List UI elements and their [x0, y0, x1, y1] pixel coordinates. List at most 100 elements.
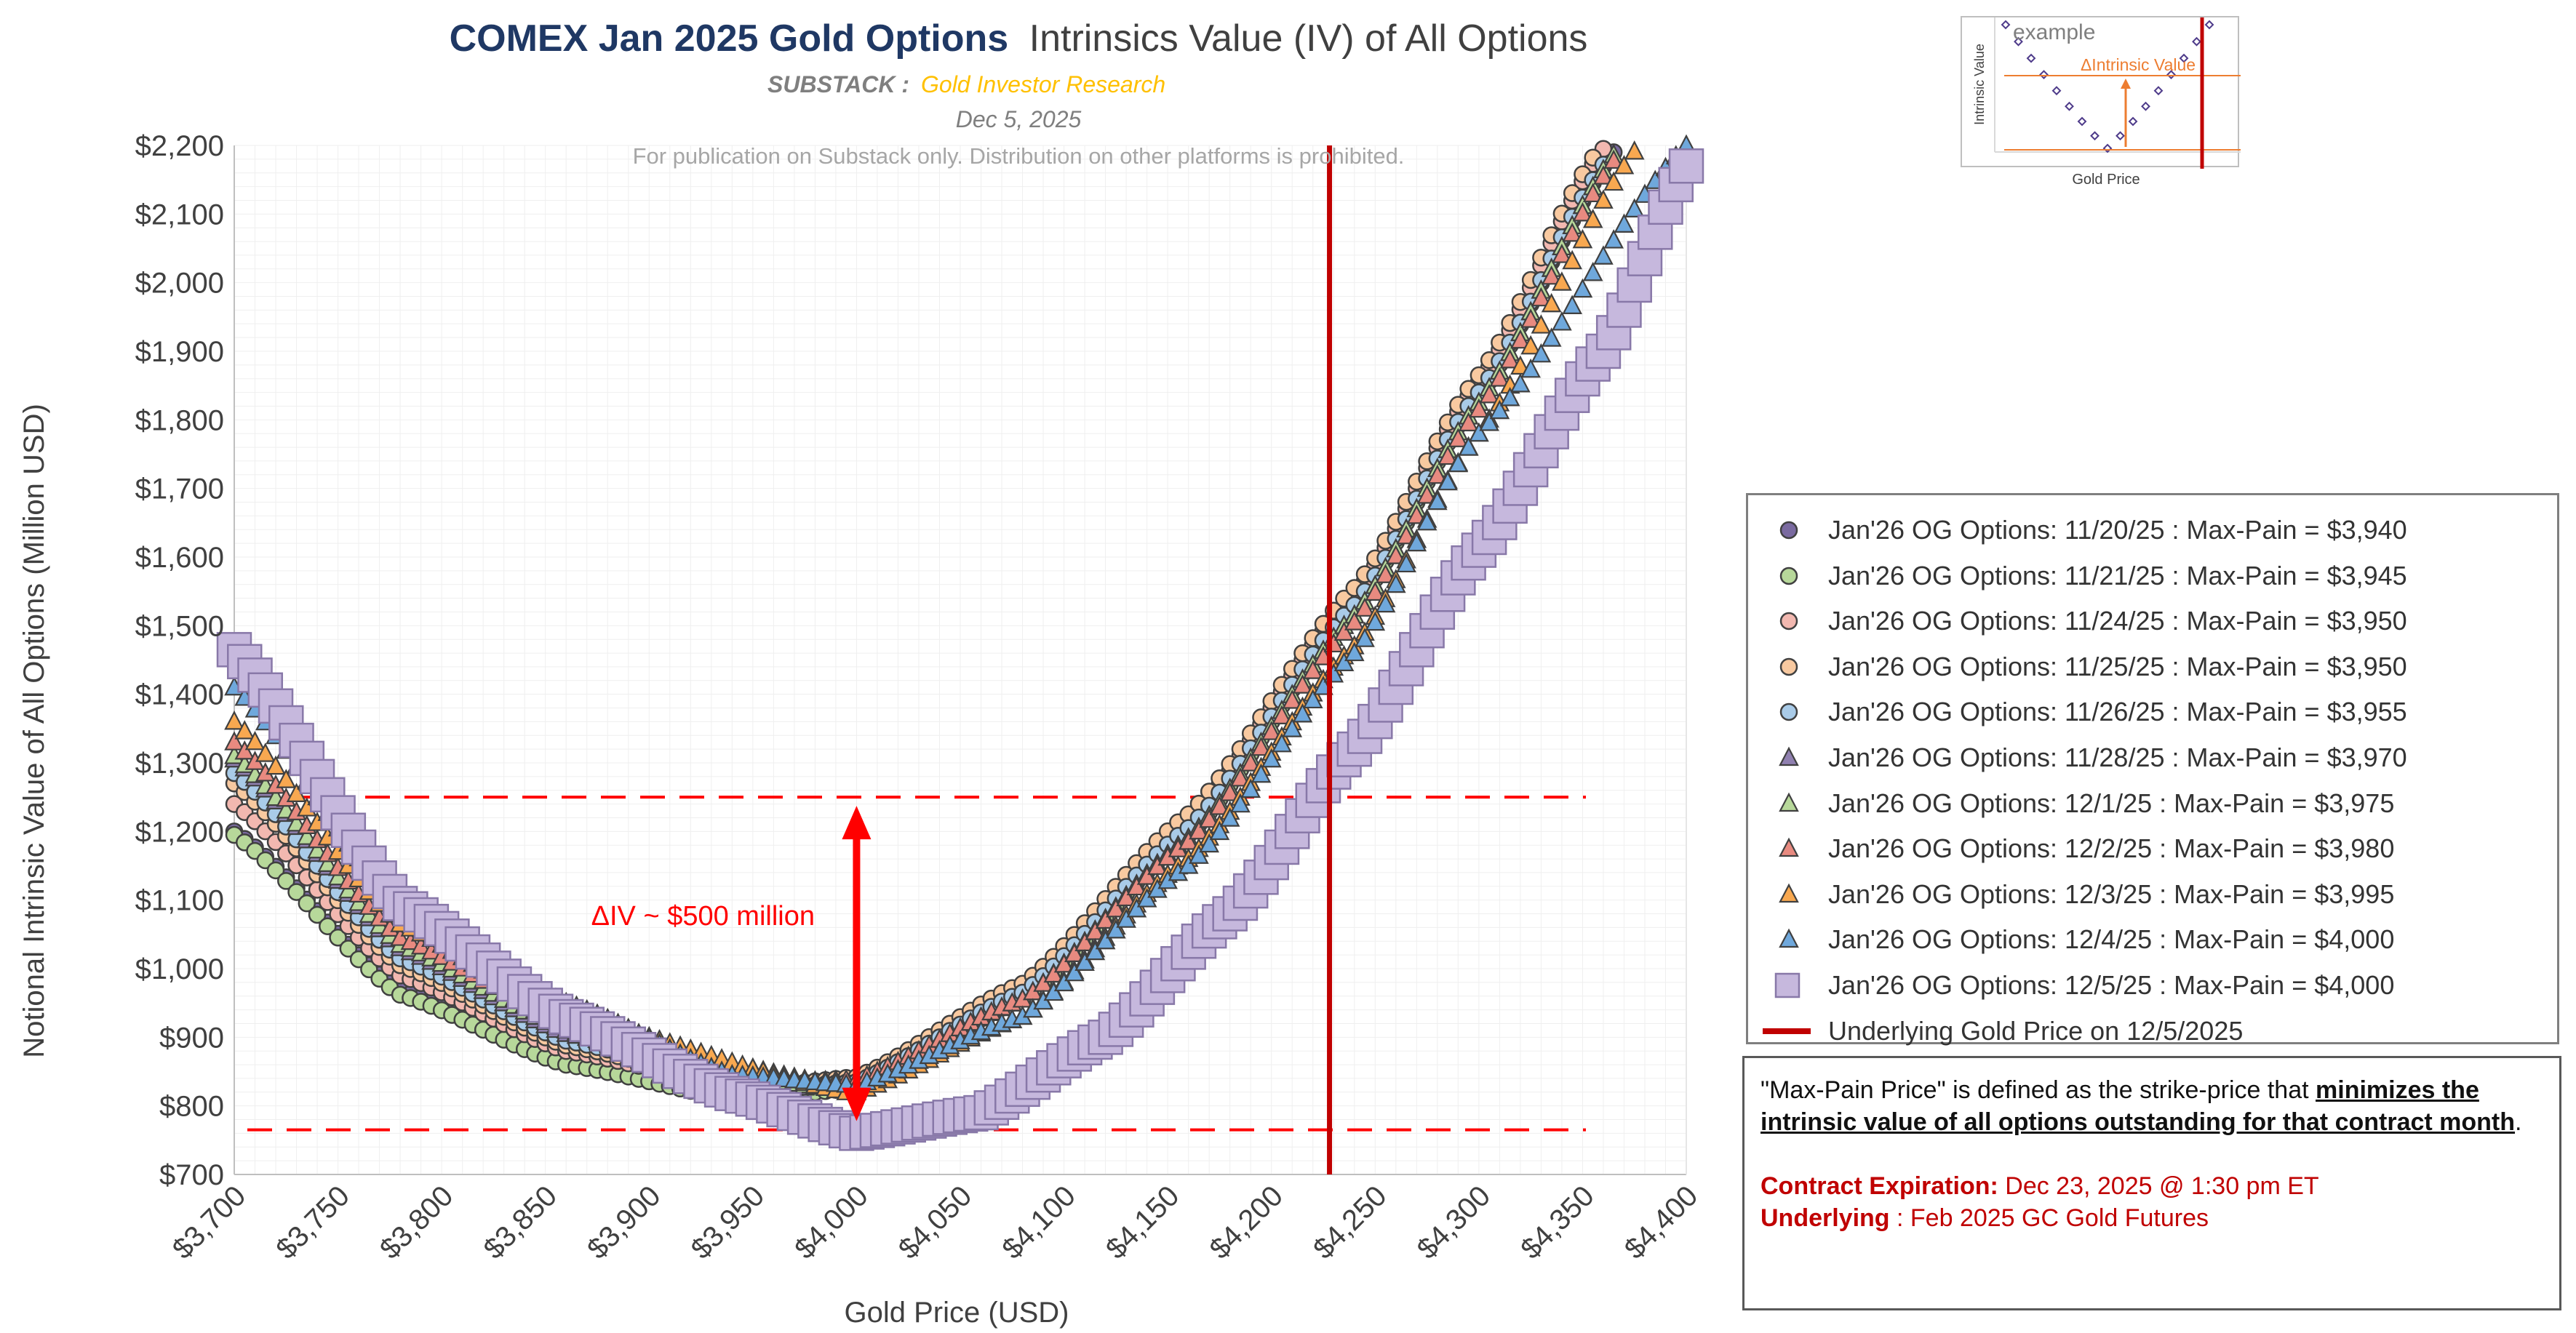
data-point [1219, 807, 1240, 827]
data-point [1219, 782, 1240, 801]
legend-marker [1779, 792, 1799, 812]
data-point [1261, 721, 1282, 740]
y-tick-label: $900 [159, 1022, 224, 1054]
delta-iv-label: ΔIV ~ $500 million [591, 901, 815, 932]
delta-arrow-head-down [842, 1087, 872, 1121]
data-point [1458, 412, 1479, 432]
data-point [1582, 261, 1603, 281]
y-tick-label: $2,100 [135, 199, 224, 231]
legend-marker [1779, 612, 1798, 631]
data-point [1199, 833, 1219, 853]
y-tick-label: $800 [159, 1091, 224, 1123]
data-point [1479, 412, 1499, 431]
legend-label: Jan'26 OG Options: 11/24/25 : Max-Pain =… [1828, 606, 2407, 636]
data-point [1668, 148, 1704, 184]
legend-label: Jan'26 OG Options: 12/4/25 : Max-Pain = … [1828, 924, 2395, 955]
inset-delta-label: ΔIntrinsic Value [2081, 55, 2196, 74]
legend-label: Jan'26 OG Options: 12/1/25 : Max-Pain = … [1828, 788, 2395, 818]
data-point [1603, 229, 1624, 249]
data-point [1427, 464, 1448, 484]
legend-item: Underlying Gold Price on 12/5/2025 [1763, 1009, 2243, 1053]
data-point [1520, 335, 1541, 355]
legend-marker [1779, 746, 1799, 766]
y-axis-title: Notional Intrinsic Value of All Options … [18, 404, 50, 1058]
legend-item: Jan'26 OG Options: 11/21/25 : Max-Pain =… [1779, 554, 2407, 598]
data-point [1552, 311, 1572, 331]
legend-marker [1779, 837, 1799, 857]
inset-diamond [2153, 86, 2164, 96]
data-point [1562, 295, 1582, 314]
delta-iv-arrow [842, 806, 872, 1121]
legend-marker [1779, 567, 1798, 585]
data-point [1365, 581, 1386, 601]
data-point [224, 710, 244, 730]
inset-y-label: Intrinsic Value [1972, 44, 1987, 125]
x-tick-label: $4,300 [1411, 1180, 1497, 1265]
data-point [1499, 387, 1520, 407]
legend-label: Jan'26 OG Options: 11/21/25 : Max-Pain =… [1828, 560, 2407, 591]
legend-label: Jan'26 OG Options: 12/5/25 : Max-Pain = … [1828, 970, 2395, 1000]
inset-diamond [2166, 70, 2176, 80]
data-point [1562, 249, 1582, 270]
legend-triangle-marker [1779, 792, 1799, 812]
example-inset: example ΔIntrinsic Value Intrinsic Value [1961, 16, 2241, 169]
inset-diamond [2090, 131, 2100, 141]
legend-label: Jan'26 OG Options: 11/20/25 : Max-Pain =… [1828, 515, 2407, 545]
data-point [1552, 271, 1572, 291]
x-tick-label: $3,900 [581, 1180, 667, 1265]
data-point [1240, 778, 1261, 798]
x-axis-title: Gold Price (USD) [845, 1297, 1069, 1329]
y-tick-label: $1,700 [135, 473, 224, 505]
data-point [1043, 981, 1064, 1001]
x-tick-label: $3,800 [374, 1180, 460, 1265]
data-point [266, 755, 286, 775]
legend-marker [1779, 929, 1799, 948]
example-inset-graphic: example ΔIntrinsic Value Intrinsic Value [1972, 17, 2241, 169]
legend-item: Jan'26 OG Options: 11/20/25 : Max-Pain =… [1779, 508, 2407, 552]
data-point [1282, 689, 1303, 709]
data-point [1106, 919, 1126, 939]
legend-circle-marker [1779, 657, 1798, 676]
disclaimer-text: For publication on Substack only. Distri… [633, 143, 1405, 169]
legend-item: Jan'26 OG Options: 12/5/25 : Max-Pain = … [1774, 964, 2395, 1007]
inset-diamond [2026, 53, 2036, 63]
data-point [1396, 524, 1416, 545]
x-tick-label: $3,950 [685, 1180, 771, 1265]
y-tick-label: $1,000 [135, 953, 224, 985]
data-point [1396, 553, 1416, 573]
legend-triangle-marker [1779, 746, 1799, 766]
x-tick-label: $4,100 [996, 1180, 1082, 1265]
inset-diamond [2192, 36, 2201, 47]
data-point [1552, 244, 1572, 263]
legend-label: Jan'26 OG Options: 11/25/25 : Max-Pain =… [1828, 651, 2407, 681]
data-point [1302, 660, 1323, 679]
data-point [1624, 198, 1645, 218]
legend-circle-marker [1779, 567, 1798, 585]
x-tick-label: $3,850 [477, 1180, 563, 1265]
data-point [1603, 149, 1624, 169]
data-point [1479, 383, 1499, 404]
legend-marker [1774, 972, 1801, 998]
data-point [1209, 820, 1230, 841]
y-tick-label: $1,300 [135, 748, 224, 780]
delta-arrow-head-up [842, 806, 872, 840]
data-point [317, 852, 338, 872]
data-point [1292, 703, 1313, 723]
x-tick-label: $3,750 [270, 1180, 356, 1265]
data-point [298, 894, 316, 913]
x-tick-label: $4,350 [1515, 1180, 1600, 1265]
legend-item: Jan'26 OG Options: 11/28/25 : Max-Pain =… [1779, 736, 2407, 780]
inset-diamond [2001, 20, 2011, 30]
data-point [1292, 674, 1313, 694]
inset-diamond [2128, 116, 2138, 127]
data-point [319, 917, 337, 935]
data-point [1375, 593, 1396, 613]
legend-item: Jan'26 OG Options: 12/4/25 : Max-Pain = … [1779, 918, 2395, 961]
data-point [1282, 718, 1303, 737]
data-point [1510, 372, 1531, 393]
chart-title: COMEX Jan 2025 Gold Options Intrinsics V… [450, 17, 1588, 60]
legend-item: Jan'26 OG Options: 12/3/25 : Max-Pain = … [1779, 873, 2394, 916]
data-point [1136, 888, 1157, 908]
legend-triangle-marker [1779, 929, 1799, 948]
data-point [1427, 490, 1448, 511]
